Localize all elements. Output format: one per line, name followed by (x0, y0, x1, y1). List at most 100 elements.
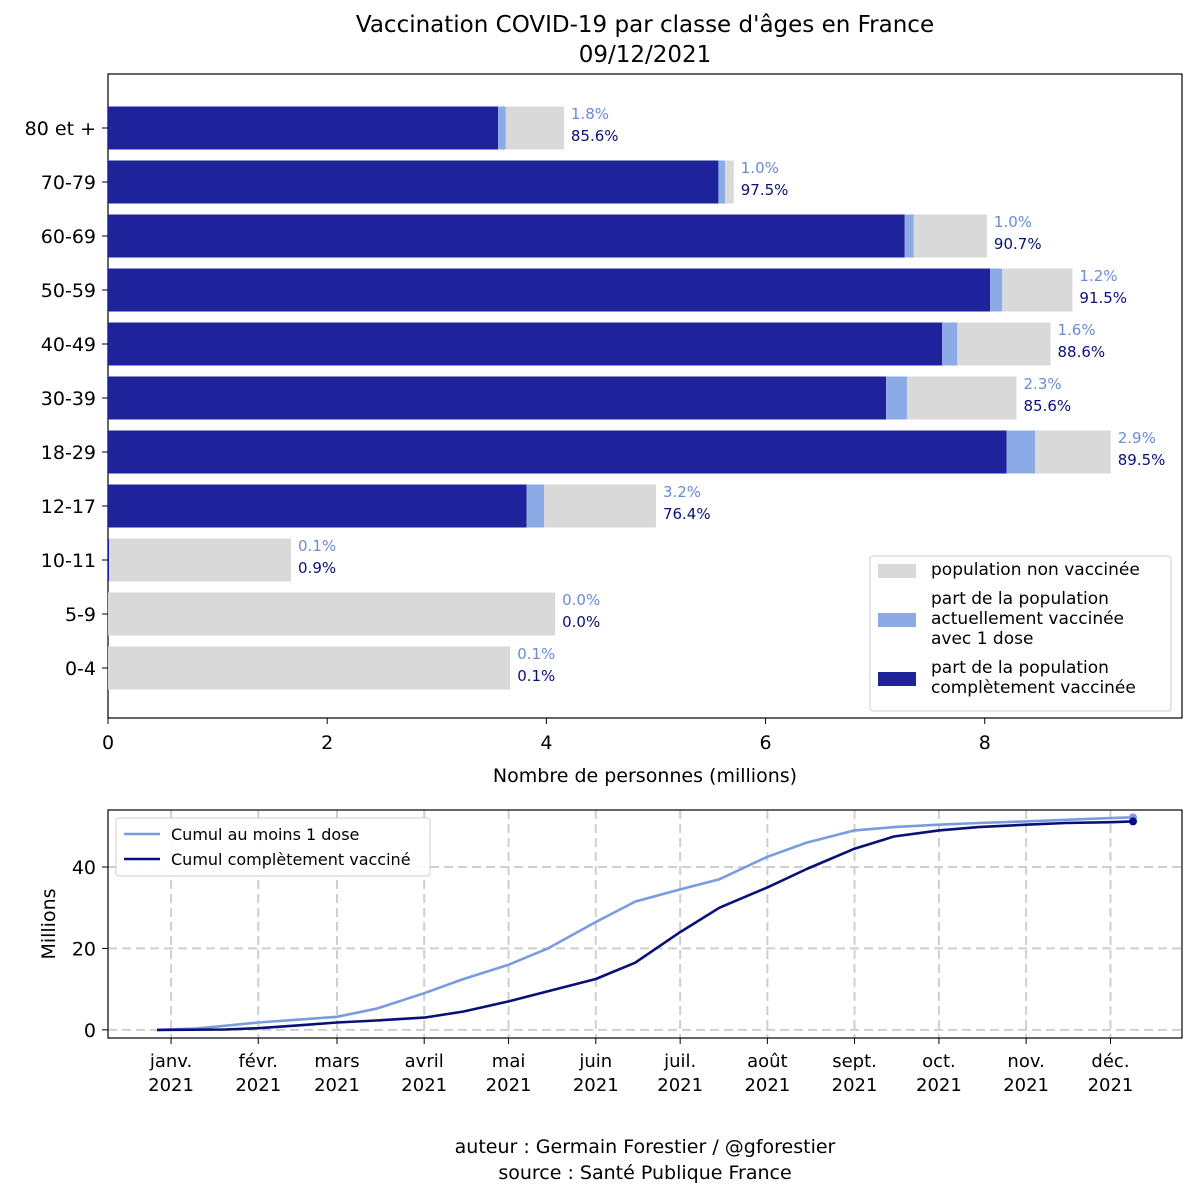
pct-label-complete: 85.6% (571, 127, 619, 145)
x-tick-label-year: 2021 (657, 1075, 703, 1096)
bar-unvaccinated (108, 646, 511, 690)
legend-swatch-unvaccinated (878, 564, 916, 578)
y-tick-label: 60-69 (41, 226, 96, 248)
x-tick-label-year: 2021 (573, 1075, 619, 1096)
x-tick-label-month: mars (314, 1051, 359, 1072)
legend-label: Cumul au moins 1 dose (171, 825, 359, 844)
x-tick-label-year: 2021 (916, 1075, 962, 1096)
bar-complete (108, 322, 942, 366)
y-tick-label: 0 (84, 1020, 96, 1042)
bar-one_dose (941, 322, 958, 366)
y-tick-label: 50-59 (41, 280, 96, 302)
x-tick-label: 6 (760, 732, 772, 754)
x-tick-label-year: 2021 (486, 1075, 532, 1096)
pct-label-one-dose: 1.6% (1057, 321, 1095, 339)
x-tick-label-month: juin (578, 1051, 612, 1072)
pct-label-complete: 89.5% (1118, 451, 1166, 469)
pct-label-complete: 0.1% (517, 667, 555, 685)
bar-complete (108, 430, 1007, 474)
y-tick-label: 40 (72, 857, 96, 879)
y-tick-label: 10-11 (41, 550, 96, 572)
line-plot-frame (107, 809, 1183, 1039)
bar-complete (108, 376, 887, 420)
bar-one_dose (990, 268, 1003, 312)
bar-one_dose (886, 376, 907, 420)
bar-complete (108, 268, 991, 312)
pct-label-one-dose: 1.0% (741, 159, 779, 177)
x-tick-label-month: août (747, 1051, 788, 1072)
pct-label-complete: 0.9% (298, 559, 336, 577)
legend-label: population non vaccinée (931, 560, 1140, 580)
pct-label-complete: 90.7% (994, 235, 1042, 253)
pct-label-complete: 0.0% (562, 613, 600, 631)
pct-label-one-dose: 0.1% (517, 645, 555, 663)
pct-label-one-dose: 3.2% (663, 483, 701, 501)
pct-label-one-dose: 2.3% (1024, 375, 1062, 393)
pct-label-complete: 76.4% (663, 505, 711, 523)
x-tick-label-month: juil. (663, 1051, 696, 1072)
legend-label: actuellement vaccinée (931, 609, 1124, 629)
bar-unvaccinated (109, 538, 292, 582)
legend-label: complètement vaccinée (931, 678, 1136, 698)
bar-complete (108, 538, 110, 582)
author-credit: auteur : Germain Forestier / @gforestier (454, 1136, 836, 1158)
y-tick-label: 30-39 (41, 388, 96, 410)
series-line-line_one_dose (156, 816, 1134, 1032)
x-axis-label: Nombre de personnes (millions) (493, 765, 797, 787)
line-legend: Cumul au moins 1 dose Cumul complètement … (115, 817, 431, 877)
pct-label-one-dose: 1.0% (994, 213, 1032, 231)
pct-label-one-dose: 2.9% (1118, 429, 1156, 447)
x-tick-label-month: sept. (832, 1051, 877, 1072)
legend-label: Cumul complètement vacciné (171, 850, 411, 869)
bar-chart-panel: 1.8% 85.6% 80 et + 1.0% 97.5% 70-79 1.0% 90.7% 6… (25, 73, 1183, 787)
line-chart-panel: 0 20 40 janv. 2021 févr. 2021 mars 2021 avril 2021… (38, 809, 1183, 1096)
bar-complete (108, 214, 905, 258)
series-endpoint-line_complete (1129, 817, 1137, 826)
bar-unvaccinated (108, 592, 556, 636)
legend-box (115, 817, 431, 877)
bar-unvaccinated (544, 484, 656, 528)
legend-label: part de la population (931, 658, 1109, 678)
x-tick-label-year: 2021 (1003, 1075, 1049, 1096)
bar-unvaccinated (1002, 268, 1073, 312)
series-line-line_complete (156, 820, 1134, 1032)
y-tick-label: 12-17 (41, 496, 96, 518)
x-tick-label-month: févr. (238, 1051, 278, 1072)
pct-label-complete: 97.5% (741, 181, 789, 199)
x-tick-label-year: 2021 (1088, 1075, 1134, 1096)
y-tick-label: 18-29 (41, 442, 96, 464)
x-tick-label-year: 2021 (235, 1075, 281, 1096)
x-tick-label-month: mai (492, 1051, 526, 1072)
pct-label-complete: 91.5% (1079, 289, 1127, 307)
bar-one_dose (498, 106, 506, 150)
bar-unvaccinated (505, 106, 564, 150)
legend-box (869, 555, 1172, 712)
y-tick-label: 20 (72, 938, 96, 960)
x-tick-label: 2 (321, 732, 333, 754)
bar-complete (108, 484, 527, 528)
y-tick-label: 80 et + (25, 118, 96, 140)
pct-label-one-dose: 0.0% (562, 591, 600, 609)
pct-label-one-dose: 0.1% (298, 537, 336, 555)
legend-swatch-complete (878, 672, 916, 686)
legend-label: part de la population (931, 589, 1109, 609)
pct-label-one-dose: 1.8% (571, 105, 609, 123)
bar-complete (108, 106, 499, 150)
y-tick-label: 70-79 (41, 172, 96, 194)
x-tick-label: 4 (540, 732, 552, 754)
bar-unvaccinated (906, 376, 1017, 420)
pct-label-complete: 85.6% (1024, 397, 1072, 415)
x-tick-label-month: avril (405, 1051, 444, 1072)
x-tick-label-year: 2021 (744, 1075, 790, 1096)
chart-title: Vaccination COVID-19 par classe d'âges e… (355, 12, 935, 38)
y-tick-label: 5-9 (65, 604, 96, 626)
source-credit: source : Santé Publique France (498, 1162, 792, 1184)
x-tick-label: 0 (102, 732, 114, 754)
bar-one_dose (904, 214, 914, 258)
x-tick-label-month: oct. (922, 1051, 956, 1072)
x-tick-label-year: 2021 (148, 1075, 194, 1096)
pct-label-one-dose: 1.2% (1079, 267, 1117, 285)
bar-one_dose (718, 160, 726, 204)
